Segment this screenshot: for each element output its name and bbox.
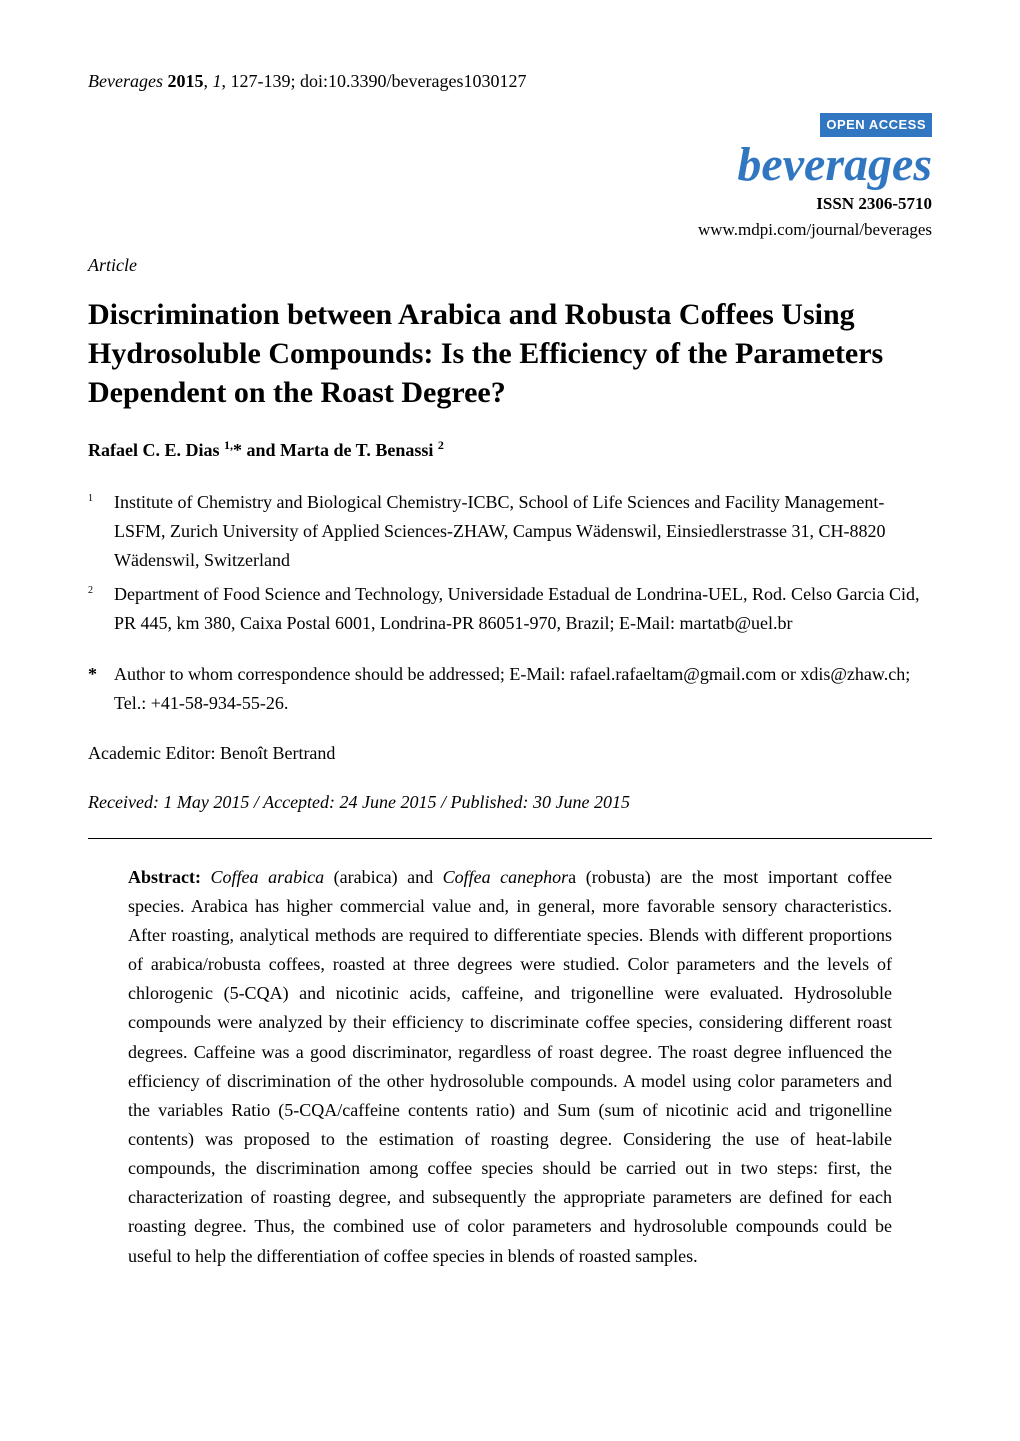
affiliation-1: 1 Institute of Chemistry and Biological …: [88, 488, 932, 574]
authors-line: Rafael C. E. Dias 1,* and Marta de T. Be…: [88, 436, 932, 464]
author-1: Rafael C. E. Dias: [88, 440, 220, 460]
abstract-italic-2: Coffea canephor: [443, 867, 569, 887]
abstract-label: Abstract:: [128, 867, 201, 887]
running-header: Beverages 2015, 1, 127-139; doi:10.3390/…: [88, 68, 932, 95]
open-access-label: OPEN ACCESS: [820, 113, 932, 137]
author-2-sup: 2: [433, 440, 444, 460]
abstract-block: Abstract: Coffea arabica (arabica) and C…: [88, 863, 932, 1271]
affiliation-2: 2 Department of Food Science and Technol…: [88, 580, 932, 638]
header-sep3: ;: [290, 71, 300, 91]
correspondence-mark: *: [88, 660, 114, 718]
affiliation-1-text: Institute of Chemistry and Biological Ch…: [114, 488, 932, 574]
editor-label: Academic Editor:: [88, 743, 220, 763]
header-doi: doi:10.3390/beverages1030127: [300, 71, 526, 91]
author-1-sup: 1,*: [220, 440, 243, 460]
affiliations-block: 1 Institute of Chemistry and Biological …: [88, 488, 932, 638]
journal-url: www.mdpi.com/journal/beverages: [698, 217, 932, 243]
header-year: 2015: [167, 71, 203, 91]
affiliation-2-text: Department of Food Science and Technolog…: [114, 580, 932, 638]
correspondence-block: * Author to whom correspondence should b…: [88, 660, 932, 718]
article-title: Discrimination between Arabica and Robus…: [88, 295, 932, 412]
journal-name: Beverages: [88, 71, 163, 91]
abstract-text-2: a (robusta) are the most important coffe…: [128, 867, 892, 1266]
authors-joiner: and: [242, 440, 280, 460]
open-access-badge: OPEN ACCESS: [698, 113, 932, 137]
header-pages: 127-139: [230, 71, 290, 91]
issn-label: ISSN 2306-5710: [698, 191, 932, 217]
academic-editor: Academic Editor: Benoît Bertrand: [88, 740, 932, 767]
affiliation-1-num: 1: [88, 488, 114, 574]
journal-branding-block: OPEN ACCESS beverages ISSN 2306-5710 www…: [698, 113, 932, 242]
author-2: Marta de T. Benassi: [280, 440, 433, 460]
editor-name: Benoît Bertrand: [220, 743, 335, 763]
horizontal-divider: [88, 838, 932, 839]
journal-logo: beverages: [698, 141, 932, 189]
correspondence-text: Author to whom correspondence should be …: [114, 660, 932, 718]
article-type: Article: [88, 252, 932, 279]
abstract-italic-1: Coffea arabica: [211, 867, 325, 887]
article-dates: Received: 1 May 2015 / Accepted: 24 June…: [88, 789, 932, 816]
abstract-text-1: (arabica) and: [324, 867, 443, 887]
affiliation-2-num: 2: [88, 580, 114, 638]
